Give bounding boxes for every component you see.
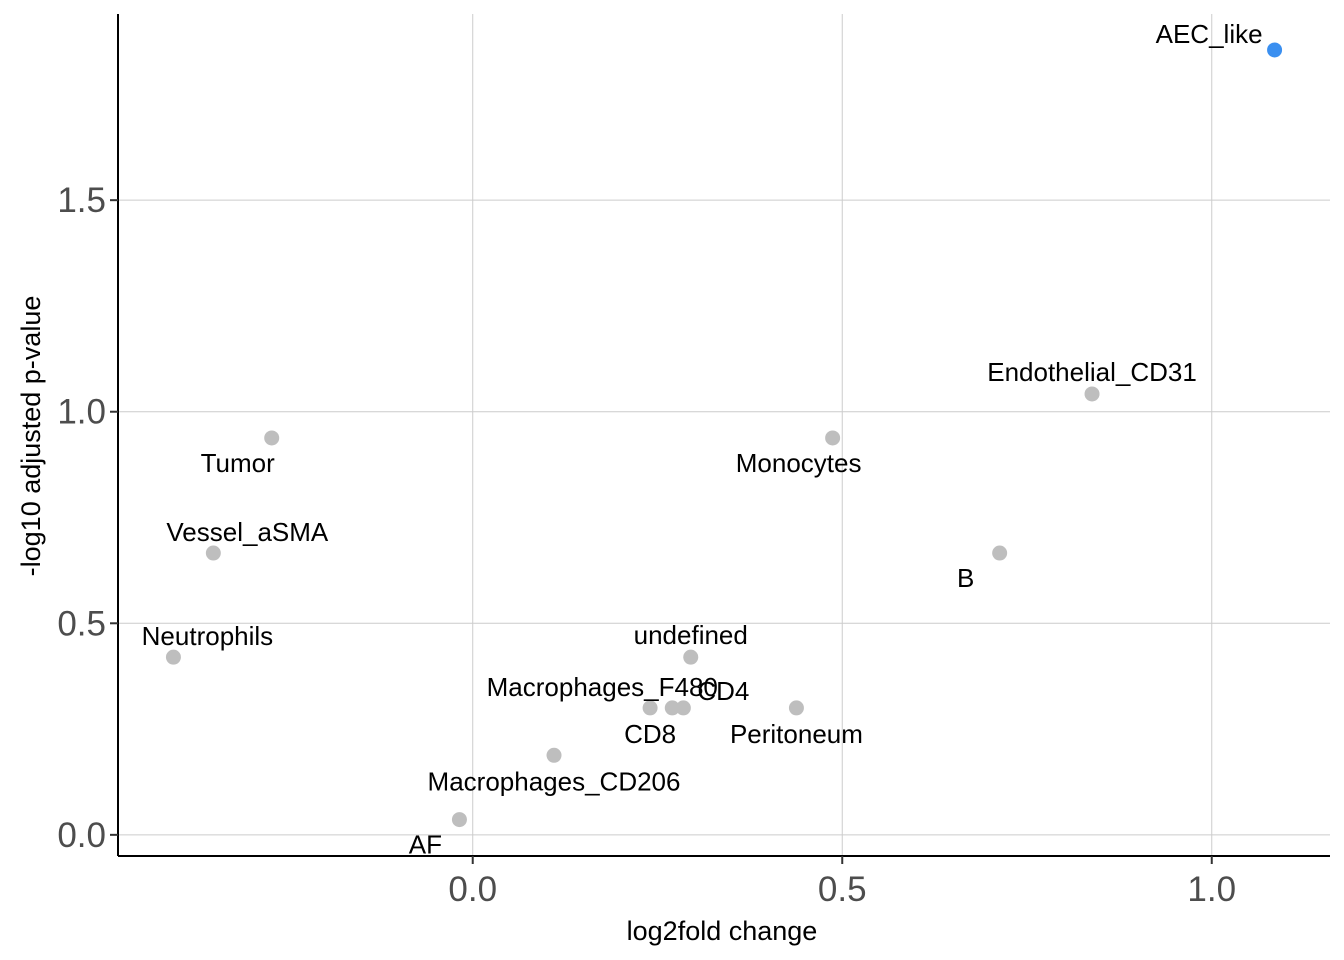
y-tick-label: 0.5 xyxy=(57,604,106,643)
point-label: Vessel_aSMA xyxy=(166,517,329,547)
data-points xyxy=(165,42,1283,828)
x-tick-label: 0.5 xyxy=(818,870,867,909)
x-axis-title: log2fold change xyxy=(627,916,818,946)
data-point-b xyxy=(992,545,1008,561)
data-point-peritoneum xyxy=(788,700,804,716)
point-label: CD4 xyxy=(697,676,749,706)
data-point-monocytes xyxy=(825,430,841,446)
y-axis-title: -log10 adjusted p-value xyxy=(16,296,46,577)
data-point-vessel-asma xyxy=(205,545,221,561)
data-point-cd4 xyxy=(675,700,691,716)
point-label: undefined xyxy=(634,620,748,650)
data-point-endothelial-cd31 xyxy=(1084,386,1100,402)
point-label: B xyxy=(957,563,974,593)
data-point-neutrophils xyxy=(165,649,181,665)
point-label: CD8 xyxy=(624,719,676,749)
point-label: Macrophages_CD206 xyxy=(428,766,681,796)
grid xyxy=(118,14,1330,856)
point-label: Neutrophils xyxy=(142,621,274,651)
data-point-aec-like xyxy=(1267,42,1283,58)
data-point-cd8 xyxy=(642,700,658,716)
point-label: Peritoneum xyxy=(730,719,863,749)
point-label: Monocytes xyxy=(736,448,862,478)
y-tick-label: 1.0 xyxy=(57,393,106,432)
data-point-tumor xyxy=(264,430,280,446)
y-tick-label: 1.5 xyxy=(57,181,106,220)
data-point-macrophages-f480 xyxy=(664,700,680,716)
axes xyxy=(117,14,1330,857)
x-tick-label: 0.0 xyxy=(448,870,497,909)
point-label: Macrophages_F480 xyxy=(487,672,718,702)
data-point-undefined xyxy=(683,649,699,665)
data-point-af xyxy=(451,812,467,828)
data-point-macrophages-cd206 xyxy=(546,747,562,763)
y-tick-label: 0.0 xyxy=(57,816,106,855)
point-label: AEC_like xyxy=(1156,19,1263,49)
x-tick-label: 1.0 xyxy=(1187,870,1236,909)
ticks: 0.0 0.5 1.0 0.0 0.5 1.0 1.5 xyxy=(57,181,1236,909)
point-label: AF xyxy=(409,830,442,860)
point-labels: AEC_like Endothelial_CD31 Tumor Monocytes Ve… xyxy=(142,19,1263,860)
point-label: Endothelial_CD31 xyxy=(987,357,1197,387)
point-label: Tumor xyxy=(201,448,275,478)
